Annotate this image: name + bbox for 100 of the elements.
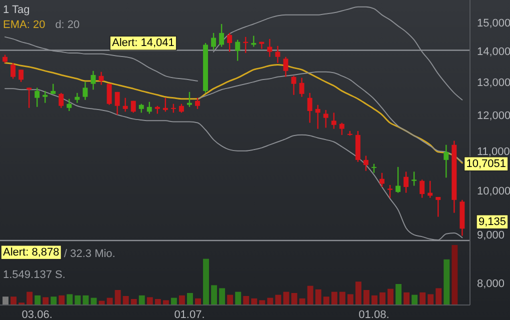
- bar: [50, 296, 57, 305]
- candlestick: [74, 92, 80, 104]
- bar: [379, 292, 386, 305]
- y-tick-label: 15,000: [477, 17, 510, 30]
- candlestick: [195, 97, 200, 110]
- bar: [347, 294, 354, 305]
- bar: [187, 293, 193, 305]
- candlestick: [66, 98, 72, 112]
- bar: [299, 298, 306, 305]
- bar: [428, 294, 434, 305]
- candlestick: [339, 122, 344, 136]
- y-tick-label: 10,000: [477, 186, 510, 198]
- bar: [74, 295, 81, 305]
- candlestick: [379, 172, 384, 188]
- bar: [42, 297, 49, 305]
- chart-title: 1 Tag: [3, 4, 30, 16]
- candlestick: [58, 92, 64, 109]
- bar: [34, 295, 41, 305]
- bar: [355, 282, 362, 305]
- bar: [211, 285, 218, 305]
- bar: [138, 295, 145, 305]
- bar: [26, 292, 33, 305]
- candlestick: [404, 171, 409, 194]
- bar: [307, 286, 314, 305]
- bar: [267, 298, 274, 305]
- bar: [235, 292, 242, 305]
- line-series: [197, 71, 463, 162]
- candlestick: [412, 171, 417, 186]
- bar: [315, 289, 322, 305]
- candlestick: [162, 97, 168, 112]
- bar: [195, 298, 201, 305]
- x-tick-label: 03.06.: [22, 308, 52, 320]
- candlestick: [82, 81, 88, 100]
- candlestick: [363, 155, 368, 172]
- bar: [82, 295, 89, 305]
- bar: [227, 294, 234, 305]
- text: EMA: 20: [3, 19, 46, 31]
- candlestick: [275, 45, 280, 64]
- x-tick-label: 01.08.: [358, 308, 390, 320]
- bar: [130, 299, 137, 305]
- y-tick-label: 14,000: [477, 46, 510, 58]
- x-tick-label: 01.07.: [174, 308, 205, 320]
- bar: [323, 296, 330, 305]
- candlestick: [219, 23, 224, 48]
- bar: [363, 290, 370, 305]
- bar: [283, 292, 290, 305]
- candlestick: [10, 62, 16, 80]
- candlestick: [331, 112, 336, 130]
- candlestick: [146, 101, 152, 114]
- bar: [178, 295, 185, 305]
- bar: [2, 296, 8, 305]
- candlestick: [436, 196, 441, 218]
- bar: [122, 296, 129, 305]
- bar: [106, 298, 113, 305]
- bar: [388, 288, 394, 305]
- bar: [371, 295, 378, 305]
- candlestick: [315, 104, 320, 130]
- candlestick: [371, 163, 376, 174]
- candlestick: [420, 179, 425, 198]
- candlestick: [323, 109, 328, 128]
- bar: [420, 292, 426, 305]
- annotation: / 32.3 Mio.: [64, 248, 116, 260]
- text: 9,135: [478, 216, 506, 228]
- bar: [146, 297, 153, 305]
- candlestick: [34, 87, 40, 108]
- bar: [259, 300, 266, 305]
- y-tick-label: 13,000: [477, 76, 510, 89]
- candlestick: [235, 39, 240, 62]
- candlestick: [444, 144, 449, 178]
- y-tick-label: 8,000: [477, 278, 505, 290]
- bar: [251, 298, 258, 305]
- candlestick: [26, 87, 32, 109]
- candlestick: [211, 32, 216, 50]
- candlestick: [307, 92, 312, 124]
- bar: [203, 258, 210, 305]
- bar: [154, 299, 161, 305]
- bar: [162, 300, 169, 305]
- candlestick: [187, 91, 192, 108]
- bar: [219, 288, 226, 305]
- candlestick: [42, 90, 48, 104]
- candlestick: [18, 69, 24, 83]
- y-tick-label: 12,000: [477, 110, 510, 122]
- candlestick: [283, 56, 288, 78]
- bar: [114, 290, 121, 305]
- bar: [331, 292, 338, 305]
- bar: [10, 296, 17, 305]
- y-tick-label: 11,000: [477, 146, 510, 158]
- candlestick: [50, 83, 56, 95]
- ref-line-label: Alert: 14,041: [112, 37, 174, 50]
- bar: [66, 294, 73, 305]
- bar: [444, 259, 450, 305]
- candlestick: [299, 77, 304, 98]
- candlestick: [122, 97, 128, 112]
- ref-line-label: Alert: 8,878: [3, 246, 60, 258]
- candlestick: [90, 70, 96, 90]
- bar: [452, 245, 458, 305]
- bar: [275, 294, 282, 305]
- candlestick: [114, 91, 120, 116]
- bar: [404, 292, 410, 305]
- bar: [339, 292, 346, 305]
